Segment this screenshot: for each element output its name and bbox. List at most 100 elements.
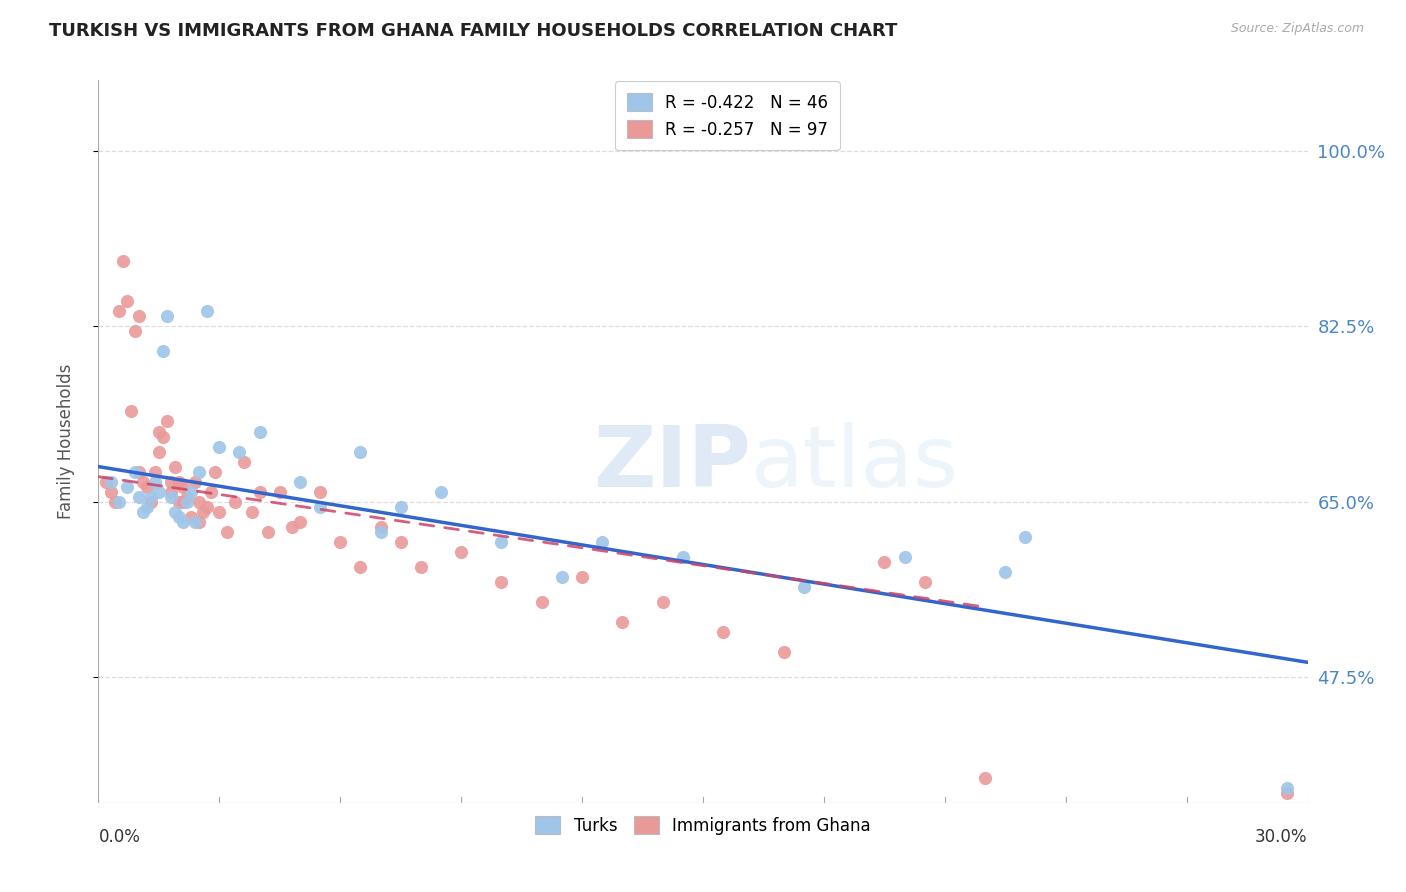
Point	[167, 475, 190, 489]
Point	[793, 580, 815, 594]
Point	[180, 509, 202, 524]
Point	[128, 465, 150, 479]
Point	[188, 465, 211, 479]
Point	[188, 494, 211, 508]
Point	[195, 304, 218, 318]
Point	[100, 475, 122, 489]
Point	[156, 309, 179, 323]
Point	[914, 575, 936, 590]
Point	[208, 505, 231, 519]
Point	[450, 545, 472, 559]
Point	[188, 515, 211, 529]
Point	[115, 480, 138, 494]
Point	[530, 595, 553, 609]
Point	[107, 304, 129, 318]
Point	[1277, 786, 1299, 800]
Point	[167, 494, 190, 508]
Text: ZIP: ZIP	[593, 422, 751, 505]
Point	[115, 293, 138, 308]
Point	[651, 595, 673, 609]
Point	[172, 515, 194, 529]
Point	[193, 505, 215, 519]
Point	[156, 414, 179, 428]
Point	[974, 771, 997, 785]
Point	[195, 500, 218, 514]
Text: 0.0%: 0.0%	[98, 828, 141, 846]
Point	[148, 484, 170, 499]
Point	[124, 465, 146, 479]
Point	[309, 500, 332, 514]
Point	[103, 494, 125, 508]
Point	[107, 494, 129, 508]
Point	[152, 429, 174, 443]
Point	[172, 480, 194, 494]
Point	[200, 484, 222, 499]
Point	[571, 570, 593, 584]
Point	[711, 625, 734, 640]
Point	[349, 560, 371, 574]
Point	[143, 475, 166, 489]
Point	[160, 484, 183, 499]
Text: Source: ZipAtlas.com: Source: ZipAtlas.com	[1230, 22, 1364, 36]
Point	[224, 494, 246, 508]
Point	[309, 484, 332, 499]
Point	[288, 515, 311, 529]
Point	[160, 475, 183, 489]
Point	[491, 535, 513, 549]
Point	[143, 465, 166, 479]
Point	[148, 444, 170, 458]
Point	[132, 505, 155, 519]
Point	[591, 535, 613, 549]
Point	[180, 484, 202, 499]
Point	[139, 490, 162, 504]
Y-axis label: Family Households: Family Households	[56, 364, 75, 519]
Text: 30.0%: 30.0%	[1256, 828, 1308, 846]
Point	[128, 309, 150, 323]
Point	[1277, 780, 1299, 795]
Point	[389, 535, 412, 549]
Point	[329, 535, 352, 549]
Point	[139, 494, 162, 508]
Point	[100, 484, 122, 499]
Point	[135, 480, 157, 494]
Point	[124, 324, 146, 338]
Point	[612, 615, 634, 630]
Point	[994, 565, 1017, 579]
Point	[176, 494, 198, 508]
Point	[349, 444, 371, 458]
Point	[163, 459, 186, 474]
Point	[256, 524, 278, 539]
Point	[163, 505, 186, 519]
Point	[249, 425, 271, 439]
Point	[217, 524, 239, 539]
Point	[160, 490, 183, 504]
Point	[204, 465, 226, 479]
Point	[148, 425, 170, 439]
Point	[232, 455, 254, 469]
Point	[176, 490, 198, 504]
Point	[370, 520, 392, 534]
Point	[288, 475, 311, 489]
Point	[389, 500, 412, 514]
Point	[120, 404, 142, 418]
Point	[672, 549, 695, 564]
Point	[491, 575, 513, 590]
Point	[228, 444, 250, 458]
Point	[269, 484, 291, 499]
Point	[1014, 530, 1036, 544]
Point	[184, 475, 207, 489]
Point	[772, 645, 794, 659]
Point	[551, 570, 574, 584]
Point	[249, 484, 271, 499]
Point	[152, 344, 174, 359]
Point	[370, 524, 392, 539]
Point	[184, 515, 207, 529]
Point	[167, 509, 190, 524]
Point	[128, 490, 150, 504]
Text: TURKISH VS IMMIGRANTS FROM GHANA FAMILY HOUSEHOLDS CORRELATION CHART: TURKISH VS IMMIGRANTS FROM GHANA FAMILY …	[49, 22, 897, 40]
Point	[893, 549, 915, 564]
Point	[873, 555, 896, 569]
Point	[96, 475, 118, 489]
Point	[111, 254, 134, 268]
Point	[240, 505, 263, 519]
